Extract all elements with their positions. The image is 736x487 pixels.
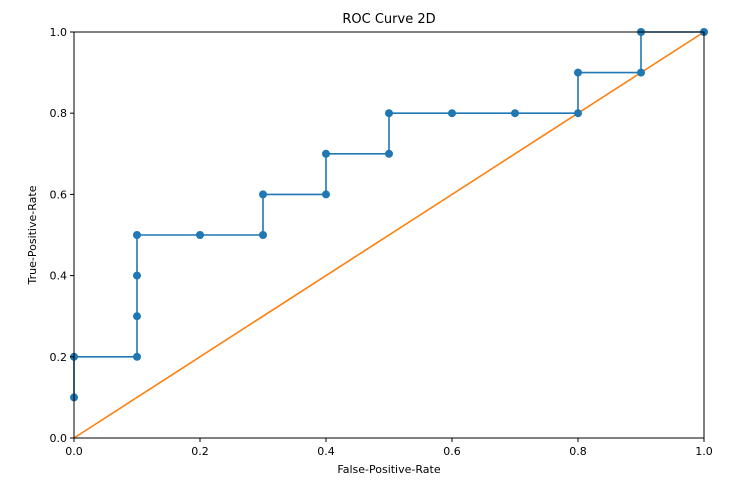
x-tick-label-0: 0.0 (65, 445, 83, 458)
y-tick-label-0: 0.0 (50, 432, 68, 445)
roc-point-17 (637, 68, 645, 77)
y-tick-label-2: 0.4 (50, 270, 68, 283)
x-tick-label-5: 1.0 (695, 445, 713, 458)
roc-point-16 (574, 68, 582, 77)
y-tick-label-5: 1.0 (50, 26, 68, 39)
y-axis: 0.0 0.2 0.4 0.6 0.8 1.0 (50, 26, 74, 445)
diagonal-reference-line (73, 31, 705, 439)
roc-point-2 (133, 352, 141, 361)
roc-point-14 (511, 109, 519, 118)
roc-point-7 (259, 231, 267, 239)
roc-point-10 (322, 149, 330, 158)
roc-point-5 (133, 231, 141, 239)
x-tick-label-2: 0.4 (317, 445, 335, 458)
roc-point-11 (385, 149, 393, 158)
roc-point-4 (133, 271, 141, 280)
roc-point-9 (322, 190, 330, 199)
roc-point-8 (259, 190, 267, 199)
roc-point-13 (448, 109, 456, 118)
y-axis-label: True-Positive-Rate (26, 185, 39, 285)
y-tick-label-1: 0.2 (50, 351, 68, 364)
x-axis-label: False-Positive-Rate (337, 463, 440, 476)
x-axis: 0.0 0.2 0.4 0.6 0.8 1.0 (65, 438, 713, 458)
y-tick-label-4: 0.8 (50, 107, 68, 120)
roc-point-12 (385, 109, 393, 118)
plot-area (70, 28, 708, 439)
roc-point-15 (574, 109, 582, 118)
roc-point-6 (196, 231, 204, 239)
y-tick-label-3: 0.6 (50, 188, 68, 201)
roc-point-3 (133, 312, 141, 321)
roc-curve-line (73, 31, 704, 398)
x-tick-label-4: 0.8 (569, 445, 587, 458)
x-tick-label-1: 0.2 (191, 445, 209, 458)
chart-title: ROC Curve 2D (342, 12, 435, 27)
plot-frame (73, 31, 705, 439)
x-tick-label-3: 0.6 (443, 445, 461, 458)
